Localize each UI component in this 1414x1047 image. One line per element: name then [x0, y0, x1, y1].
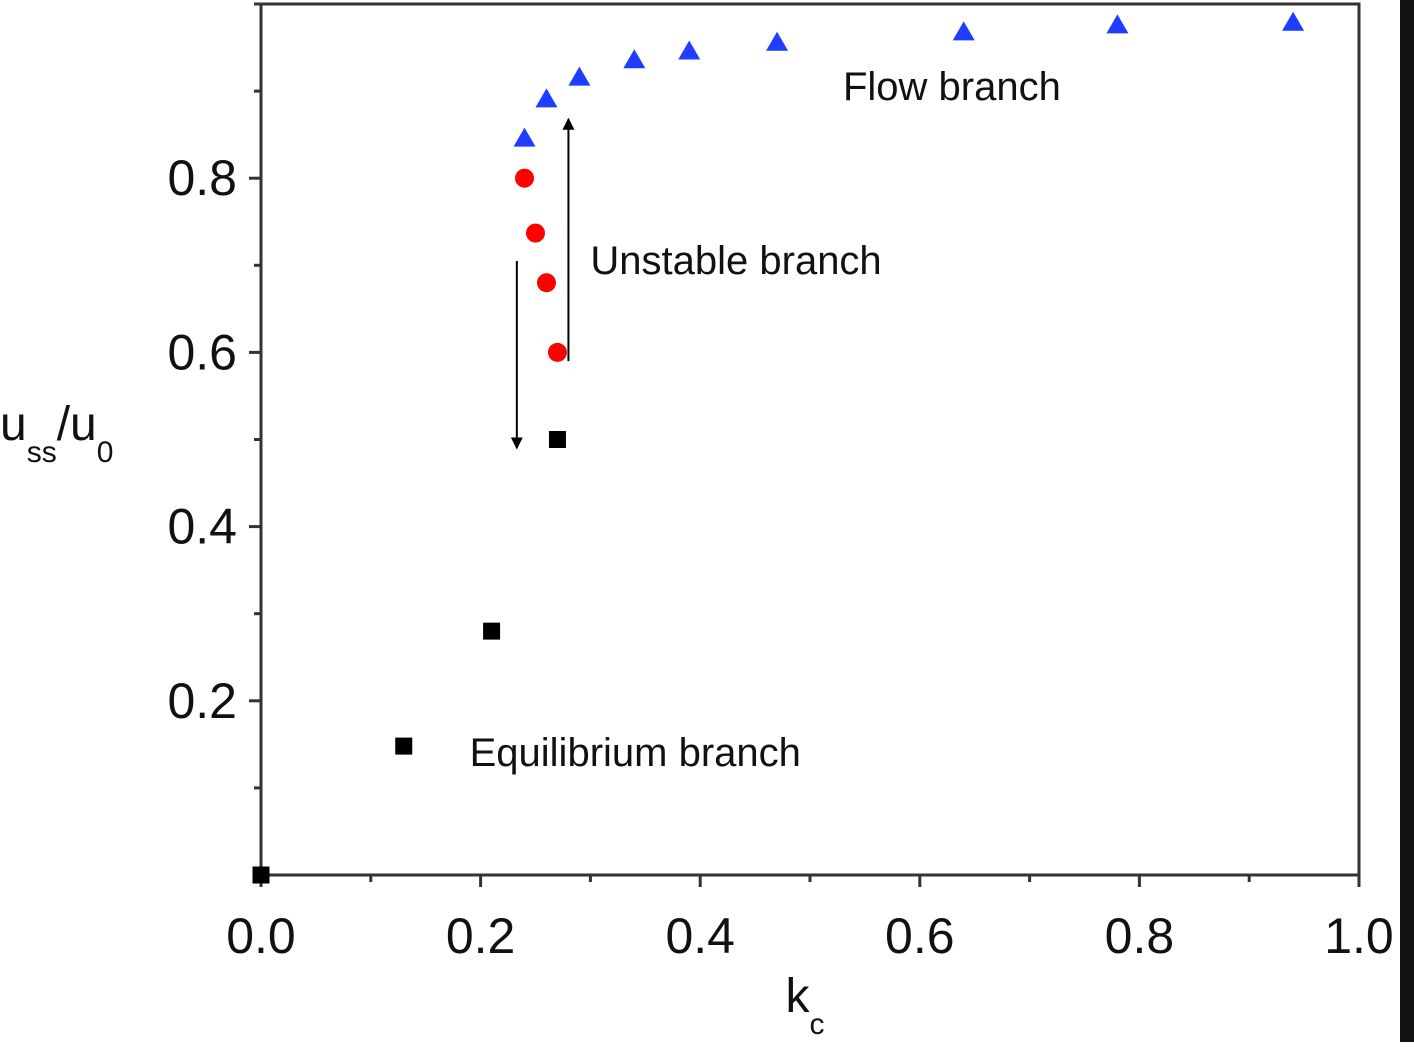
y-axis-title-part: /u [57, 398, 97, 451]
x-axis-title-sub: c [810, 1008, 825, 1041]
x-tick-label: 0.0 [226, 908, 296, 964]
y-axis-title-part: 0 [97, 436, 114, 469]
x-tick-label: 0.6 [885, 908, 955, 964]
x-tick-label: 1.0 [1324, 908, 1394, 964]
x-axis-title-main: k [786, 970, 811, 1023]
triangle-marker [513, 127, 536, 147]
x-tick-label: 0.2 [446, 908, 516, 964]
y-tick-label: 0.8 [167, 150, 237, 206]
y-axis-title: uss/u0 [0, 398, 113, 469]
y-tick-label: 0.4 [167, 499, 237, 555]
circle-marker [536, 273, 556, 293]
triangle-marker [952, 21, 975, 41]
triangle-marker [678, 40, 701, 60]
circle-marker [526, 223, 545, 243]
square-marker [395, 737, 413, 755]
x-tick-label: 0.8 [1105, 908, 1175, 964]
circle-marker [515, 168, 535, 188]
plot-frame [259, 2, 1361, 877]
square-marker [252, 866, 270, 884]
y-axis-title-part: ss [27, 436, 57, 469]
window-edge [1400, 0, 1414, 1042]
annotation-label: Flow branch [843, 65, 1061, 109]
circle-marker [547, 342, 567, 362]
triangle-marker [568, 66, 591, 86]
square-marker [548, 431, 566, 448]
y-tick-label: 0.6 [167, 324, 237, 380]
triangle-marker [623, 49, 646, 69]
y-tick-label: 0.2 [167, 673, 237, 729]
x-tick-label: 0.4 [665, 908, 735, 964]
triangle-marker [766, 31, 789, 51]
annotation-label: Unstable branch [590, 239, 881, 283]
x-axis-title: kc [786, 970, 825, 1041]
square-marker [483, 622, 501, 640]
triangle-marker [1106, 14, 1129, 34]
triangle-marker [535, 88, 558, 108]
y-axis-title-part: u [0, 398, 27, 451]
triangle-marker [1282, 11, 1305, 31]
annotation-label: Equilibrium branch [470, 731, 801, 775]
